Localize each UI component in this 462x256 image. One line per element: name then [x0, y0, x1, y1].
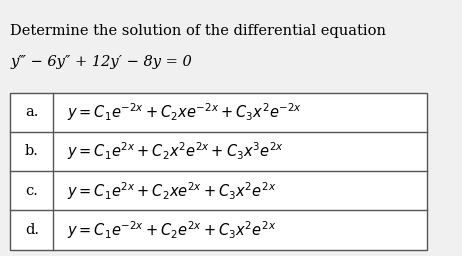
Bar [10, 93, 427, 250]
Text: d.: d. [25, 223, 39, 237]
Text: c.: c. [25, 184, 38, 198]
Text: a.: a. [25, 105, 38, 119]
Text: b.: b. [25, 144, 39, 158]
Text: y‴ − 6y″ + 12y′ − 8y = 0: y‴ − 6y″ + 12y′ − 8y = 0 [10, 55, 192, 69]
Text: $y = C_1e^{-2x} + C_2e^{2x} + C_3x^2e^{2x}$: $y = C_1e^{-2x} + C_2e^{2x} + C_3x^2e^{2… [67, 219, 276, 241]
Text: $y = C_1e^{2x} + C_2xe^{2x} + C_3x^2e^{2x}$: $y = C_1e^{2x} + C_2xe^{2x} + C_3x^2e^{2… [67, 180, 276, 201]
Text: $y = C_1e^{-2x} + C_2xe^{-2x} + C_3x^2e^{-2x}$: $y = C_1e^{-2x} + C_2xe^{-2x} + C_3x^2e^… [67, 101, 302, 123]
Text: Determine the solution of the differential equation: Determine the solution of the differenti… [10, 24, 386, 38]
Text: $y = C_1e^{2x} + C_2x^2e^{2x} + C_3x^3e^{2x}$: $y = C_1e^{2x} + C_2x^2e^{2x} + C_3x^3e^… [67, 141, 284, 162]
